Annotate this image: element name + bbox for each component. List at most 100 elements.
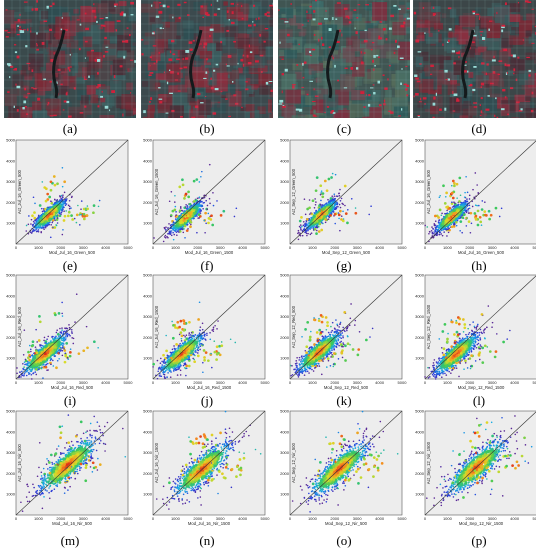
x-tick-label: 1000 (34, 380, 44, 385)
x-tick-label: 3000 (79, 380, 89, 385)
data-point (31, 340, 35, 344)
data-point (308, 213, 311, 215)
y-tick-label: 2000 (280, 200, 290, 205)
data-point (32, 228, 35, 231)
data-point (175, 229, 178, 231)
data-point (60, 194, 63, 197)
data-point (31, 368, 34, 371)
data-point (456, 197, 458, 199)
data-point (188, 206, 191, 208)
data-point (62, 331, 65, 333)
data-point (212, 204, 215, 207)
data-point (56, 350, 59, 353)
data-point (64, 338, 67, 341)
y-tick-label: 1000 (6, 221, 16, 226)
data-point (172, 228, 175, 231)
data-point (43, 207, 47, 211)
data-point (43, 209, 45, 212)
data-point (185, 337, 189, 341)
data-point (47, 208, 50, 211)
data-point (466, 217, 468, 219)
data-point (453, 223, 455, 226)
data-point (61, 185, 64, 188)
data-point (354, 211, 358, 215)
data-point (208, 163, 211, 166)
data-point (178, 185, 182, 189)
panel-j: 0 1000 2000 3000 4000 5000 1000 2000 3000 4000 500… (141, 272, 273, 410)
scatter-points (152, 301, 237, 380)
data-point (44, 352, 47, 356)
data-point (163, 375, 166, 378)
data-point (182, 225, 184, 228)
data-point (465, 175, 467, 178)
data-point (311, 199, 315, 203)
data-point (49, 188, 53, 192)
data-point (480, 224, 483, 226)
data-point (472, 188, 474, 191)
data-point (201, 328, 204, 331)
data-point (68, 354, 72, 358)
data-point (330, 199, 332, 202)
data-point (179, 362, 181, 364)
data-point (320, 205, 323, 208)
data-point (443, 201, 447, 205)
data-point (61, 315, 64, 317)
data-point (437, 221, 440, 223)
data-point (321, 195, 325, 199)
data-point (175, 231, 178, 233)
data-point (198, 341, 201, 343)
data-point (172, 221, 175, 223)
data-point (444, 212, 446, 215)
data-point (200, 209, 202, 212)
panel-caption: (h) (471, 258, 487, 273)
data-point (197, 217, 199, 219)
data-point (179, 228, 182, 231)
data-point (450, 209, 453, 212)
data-point (332, 211, 334, 213)
data-point (53, 209, 57, 212)
data-point (25, 374, 28, 377)
data-point (305, 220, 308, 223)
data-point (307, 222, 309, 224)
data-point (41, 210, 44, 213)
data-point (326, 204, 329, 206)
data-point (311, 225, 314, 227)
data-point (452, 220, 455, 223)
y-tick-label: 3000 (6, 314, 16, 319)
data-point (340, 215, 343, 217)
data-point (178, 217, 181, 219)
data-point (97, 205, 100, 208)
data-point (467, 220, 471, 223)
data-point (32, 196, 35, 199)
data-point (298, 231, 300, 234)
data-point (460, 202, 463, 204)
data-point (304, 213, 307, 216)
data-point (170, 371, 172, 373)
data-point (46, 338, 48, 341)
data-point (183, 228, 185, 230)
data-point (61, 233, 64, 236)
data-point (202, 344, 204, 346)
data-point (49, 340, 52, 343)
data-point (488, 217, 491, 221)
data-point (52, 359, 54, 362)
x-tick-label: 2000 (193, 245, 203, 250)
data-point (63, 338, 65, 340)
x-tick-label: 3000 (79, 245, 89, 250)
data-point (179, 206, 182, 208)
data-point (297, 229, 300, 232)
data-point (447, 214, 451, 218)
data-point (167, 236, 169, 239)
data-point (159, 373, 161, 375)
data-point (83, 214, 87, 218)
one-to-one-line (152, 139, 266, 245)
data-point (179, 221, 183, 225)
data-point (354, 207, 357, 209)
data-point (23, 366, 25, 368)
data-point (43, 226, 45, 229)
data-point (40, 226, 42, 228)
data-point (316, 212, 319, 214)
data-point (41, 344, 44, 347)
data-point (310, 219, 312, 222)
data-point (431, 232, 434, 235)
